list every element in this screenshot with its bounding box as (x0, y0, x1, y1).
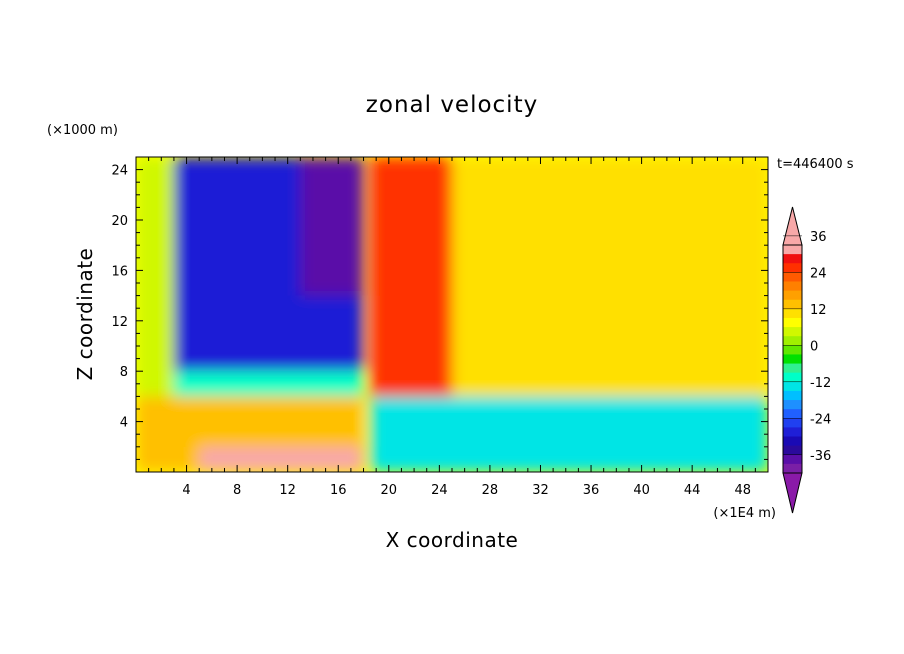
field-region-3 (173, 371, 364, 397)
field-region-8 (369, 396, 768, 472)
colorbar-swatch (783, 454, 802, 465)
colorbar-swatch (783, 336, 802, 346)
colorbar-label: -36 (810, 449, 831, 464)
x-tick-label: 44 (684, 483, 701, 498)
colorbar-label: 24 (810, 266, 827, 281)
y-axis-ticks: 4 8 12 16 20 24 (111, 164, 768, 460)
colorbar-swatch (783, 354, 802, 365)
x-tick-label: 8 (233, 483, 241, 498)
x-tick-label: 4 (182, 483, 190, 498)
colorbar-over-arrow (782, 206, 803, 246)
colorbar-swatch (783, 245, 802, 255)
colorbar-under-arrow (782, 472, 803, 514)
colorbar-swatch (783, 409, 802, 419)
colorbar-swatch (783, 372, 802, 383)
x-tick-label: 20 (381, 483, 398, 498)
colorbar-label: 36 (810, 230, 827, 245)
colorbar-swatch (783, 272, 802, 282)
colorbar-swatch (783, 327, 802, 337)
colorbar-swatch (783, 418, 802, 428)
colorbar-swatch (783, 254, 802, 264)
colorbar-swatch (783, 299, 802, 310)
time-label: t=446400 s (777, 157, 854, 172)
colorbar-swatch (783, 463, 802, 474)
colorbar-swatch (783, 308, 802, 319)
y-tick-label: 16 (111, 264, 128, 279)
field-region-5 (199, 446, 364, 472)
x-unit-label: (×1E4 m) (713, 506, 776, 521)
contour-field (136, 157, 768, 472)
colorbar-swatch (783, 427, 802, 438)
y-tick-label: 24 (111, 164, 128, 179)
x-tick-label: 48 (734, 483, 751, 498)
colorbar-swatch (783, 345, 802, 355)
colorbar-swatch (783, 290, 802, 301)
colorbar-label: -24 (810, 412, 831, 427)
field-region-0 (136, 157, 174, 397)
x-tick-label: 32 (532, 483, 549, 498)
chart-title: zonal velocity (366, 92, 538, 118)
colorbar-swatch (783, 445, 802, 456)
colorbar: 36 24 12 0 -12 -24 -36 (782, 206, 831, 514)
colorbar-swatch (783, 436, 802, 447)
colorbar-swatch (783, 390, 802, 401)
colorbar-swatch (783, 363, 802, 374)
colorbar-swatch (783, 381, 802, 392)
x-tick-label: 24 (431, 483, 448, 498)
colorbar-frame (782, 244, 803, 474)
colorbar-label: 0 (810, 339, 818, 354)
colorbar-label: 12 (810, 303, 827, 318)
y-tick-label: 12 (111, 315, 128, 330)
y-tick-label: 8 (120, 365, 128, 380)
colorbar-swatch (783, 400, 802, 410)
x-axis-label: X coordinate (386, 528, 519, 552)
y-tick-label: 20 (111, 214, 128, 229)
field-region-6 (369, 157, 452, 397)
x-tick-label: 28 (482, 483, 499, 498)
x-axis-ticks: 4 8 12 16 20 24 28 32 36 40 44 48 (136, 157, 768, 498)
y-unit-label: (×1000 m) (47, 123, 118, 138)
colorbar-swatch (783, 263, 802, 273)
y-tick-label: 4 (120, 416, 128, 431)
colorbar-swatch (783, 317, 802, 328)
field-region-2 (300, 157, 364, 296)
x-tick-label: 12 (279, 483, 296, 498)
x-tick-label: 40 (633, 483, 650, 498)
colorbar-label: -12 (810, 376, 831, 391)
field-region-7 (452, 157, 768, 397)
x-tick-label: 16 (330, 483, 347, 498)
y-axis-label: Z coordinate (73, 248, 97, 381)
colorbar-swatch (783, 281, 802, 292)
x-tick-label: 36 (583, 483, 600, 498)
